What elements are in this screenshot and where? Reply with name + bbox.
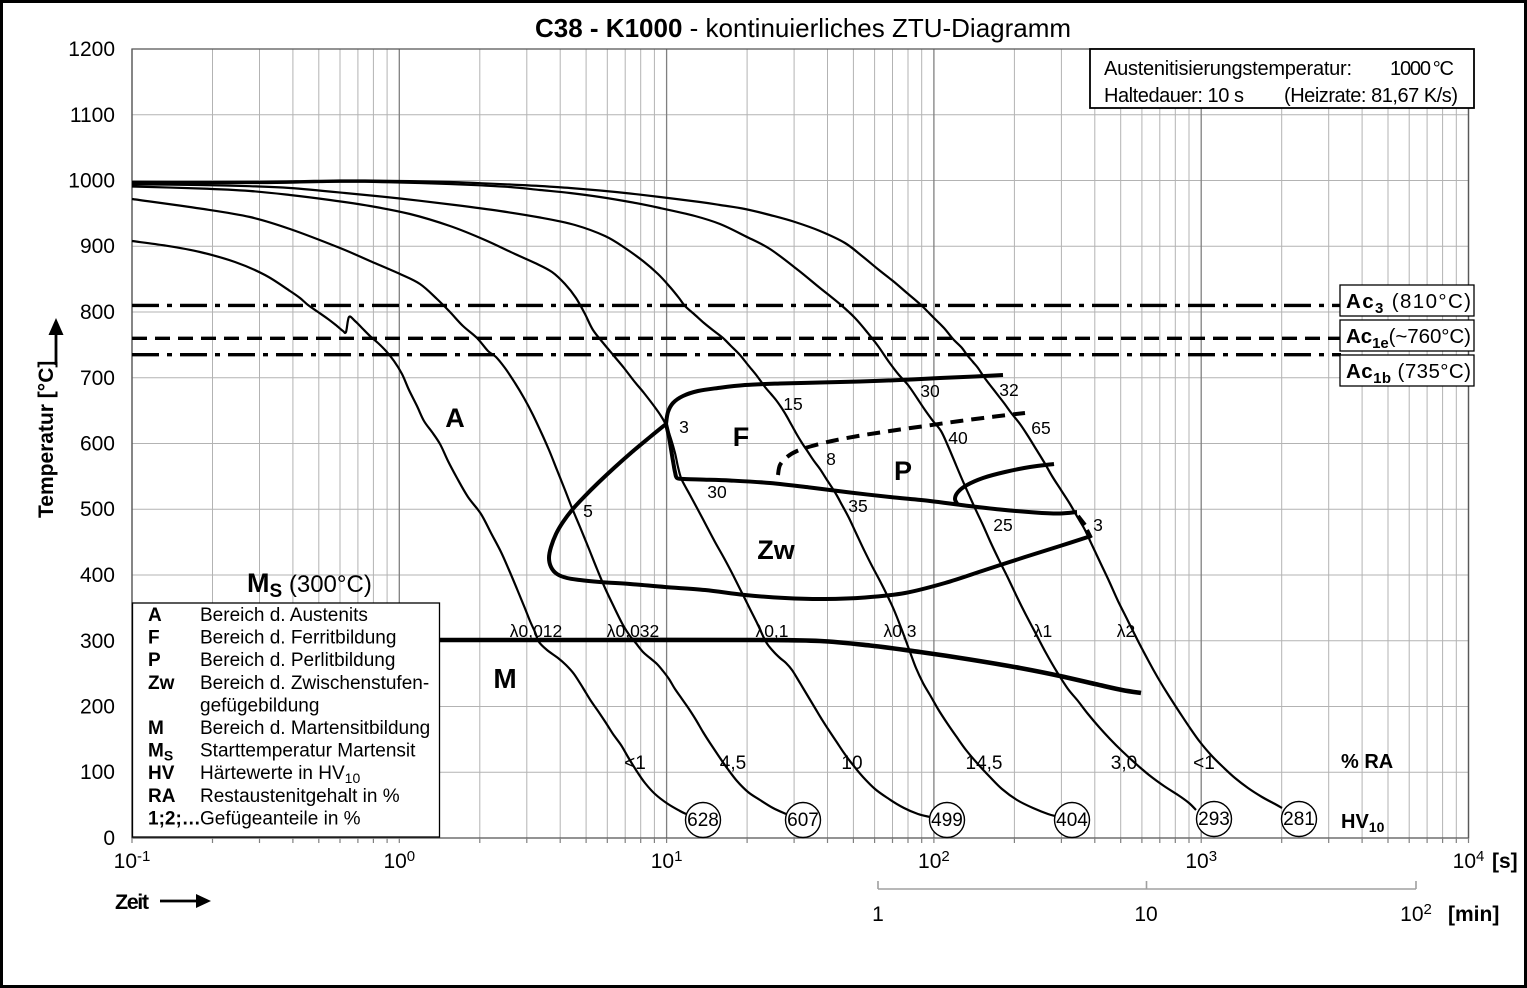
- svg-text:<1: <1: [624, 753, 646, 774]
- svg-text:400: 400: [80, 564, 115, 587]
- svg-text:RA: RA: [148, 786, 176, 807]
- svg-text:25: 25: [993, 515, 1012, 535]
- svg-text:35: 35: [848, 496, 867, 516]
- svg-text:λ0,012: λ0,012: [510, 621, 563, 641]
- svg-text:Gefügeanteile in %: Gefügeanteile in %: [200, 808, 361, 829]
- svg-text:Restaustenitgehalt in %: Restaustenitgehalt in %: [200, 786, 400, 807]
- svg-text:8: 8: [826, 449, 836, 469]
- svg-text:[min]: [min]: [1448, 903, 1499, 926]
- svg-text:200: 200: [80, 696, 115, 719]
- svg-text:100: 100: [80, 761, 115, 784]
- svg-text:MS (300°C): MS (300°C): [247, 568, 372, 602]
- svg-text:1200: 1200: [68, 38, 115, 61]
- svg-text:10: 10: [841, 753, 862, 774]
- svg-text:600: 600: [80, 433, 115, 456]
- svg-text:404: 404: [1056, 810, 1088, 831]
- svg-text:1: 1: [872, 903, 884, 926]
- svg-text:5: 5: [583, 501, 593, 521]
- svg-text:293: 293: [1198, 809, 1230, 830]
- svg-text:λ0,032: λ0,032: [607, 621, 660, 641]
- svg-text:λ2: λ2: [1117, 621, 1135, 641]
- svg-text:607: 607: [787, 810, 819, 831]
- svg-text:Bereich d. Ferritbildung: Bereich d. Ferritbildung: [200, 628, 396, 649]
- svg-text:1;2;…: 1;2;…: [148, 808, 201, 829]
- svg-text:Haltedauer: 10 s: Haltedauer: 10 s: [1104, 85, 1244, 107]
- svg-text:1000: 1000: [68, 170, 115, 193]
- svg-text:3,0: 3,0: [1111, 753, 1137, 774]
- svg-text:Bereich d. Zwischenstufen-: Bereich d. Zwischenstufen-: [200, 673, 429, 694]
- svg-text:3: 3: [1093, 515, 1103, 535]
- svg-text:300: 300: [80, 630, 115, 653]
- svg-text:900: 900: [80, 235, 115, 258]
- svg-text:32: 32: [999, 380, 1018, 400]
- svg-text:40: 40: [948, 428, 968, 448]
- svg-text:Temperatur [°C]: Temperatur [°C]: [35, 361, 58, 518]
- svg-text:F: F: [733, 422, 750, 452]
- svg-text:14,5: 14,5: [966, 753, 1003, 774]
- svg-text:0: 0: [103, 827, 115, 850]
- svg-text:Ac1b (735°C): Ac1b (735°C): [1346, 360, 1471, 387]
- svg-text:15: 15: [783, 394, 802, 414]
- svg-text:A: A: [148, 605, 162, 626]
- svg-text:λ0,3: λ0,3: [883, 621, 916, 641]
- svg-text:Bereich d. Perlitbildung: Bereich d. Perlitbildung: [200, 650, 395, 671]
- svg-text:65: 65: [1031, 418, 1050, 438]
- svg-text:700: 700: [80, 367, 115, 390]
- svg-text:C38 - K1000 - kontinuierliches: C38 - K1000 - kontinuierliches ZTU-Diagr…: [535, 13, 1071, 43]
- svg-text:Zw: Zw: [757, 535, 795, 565]
- svg-text:% RA: % RA: [1341, 751, 1393, 773]
- svg-text:<1: <1: [1193, 753, 1215, 774]
- svg-text:Austenitisierungstemperatur:: Austenitisierungstemperatur:: [1104, 58, 1352, 80]
- svg-text:Zw: Zw: [148, 673, 175, 694]
- svg-text:Härtewerte in HV10: Härtewerte in HV10: [200, 763, 360, 786]
- svg-text:10: 10: [1134, 903, 1157, 926]
- svg-text:30: 30: [920, 381, 940, 401]
- svg-text:Bereich d. Austenits: Bereich d. Austenits: [200, 605, 368, 626]
- svg-text:Zeit: Zeit: [115, 890, 149, 914]
- svg-text:30: 30: [707, 482, 727, 502]
- svg-text:gefügebildung: gefügebildung: [200, 695, 319, 716]
- svg-text:M: M: [148, 718, 164, 739]
- svg-text:499: 499: [931, 810, 963, 831]
- svg-text:[s]: [s]: [1492, 850, 1518, 873]
- svg-text:(Heizrate: 81,67 K/s): (Heizrate: 81,67 K/s): [1284, 85, 1458, 107]
- svg-text:λ0,1: λ0,1: [755, 621, 788, 641]
- svg-text:Starttemperatur Martensit: Starttemperatur Martensit: [200, 741, 416, 762]
- svg-text:λ1: λ1: [1034, 621, 1052, 641]
- svg-text:628: 628: [687, 810, 719, 831]
- svg-text:1000 °C: 1000 °C: [1390, 58, 1454, 80]
- svg-text:HV: HV: [148, 763, 175, 784]
- svg-text:P: P: [894, 456, 912, 486]
- svg-text:P: P: [148, 650, 161, 671]
- svg-text:3: 3: [679, 417, 689, 437]
- svg-text:A: A: [445, 403, 465, 433]
- svg-text:HV10: HV10: [1341, 811, 1385, 835]
- svg-text:800: 800: [80, 301, 115, 324]
- svg-text:281: 281: [1283, 809, 1315, 830]
- svg-text:500: 500: [80, 498, 115, 521]
- svg-text:Bereich d. Martensitbildung: Bereich d. Martensitbildung: [200, 718, 430, 739]
- svg-text:F: F: [148, 628, 160, 649]
- svg-text:M: M: [493, 663, 516, 694]
- svg-text:Ac3 (810°C): Ac3 (810°C): [1346, 290, 1471, 317]
- svg-text:1100: 1100: [70, 104, 115, 127]
- svg-text:Ac1e(~760°C): Ac1e(~760°C): [1346, 325, 1471, 352]
- svg-text:4,5: 4,5: [720, 753, 746, 774]
